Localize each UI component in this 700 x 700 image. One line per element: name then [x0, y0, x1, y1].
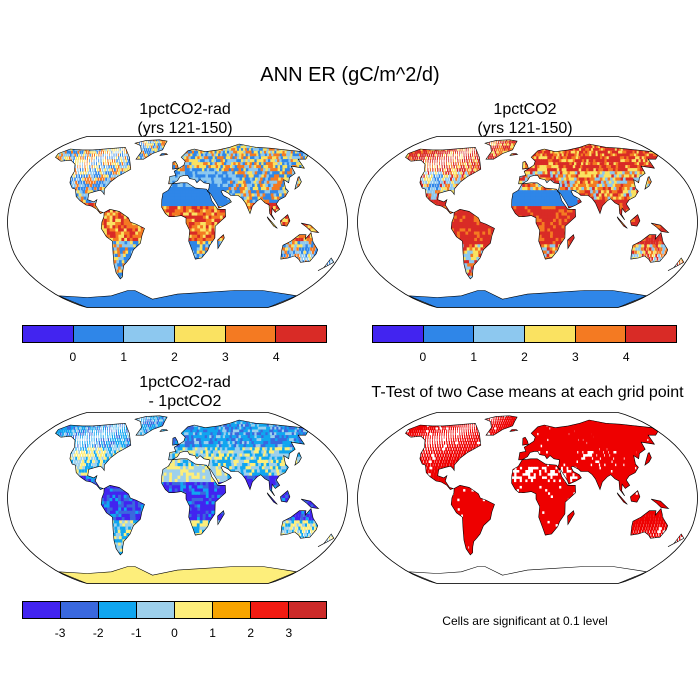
panel-title-line1: 1pctCO2-rad [20, 100, 350, 119]
colorbar-tick-label: 2 [521, 350, 528, 364]
colorbar-tick-label: 4 [623, 350, 630, 364]
colorbar-swatch [289, 602, 326, 618]
colorbar-swatch [626, 326, 677, 342]
colorbar-swatch [225, 326, 277, 342]
colorbar-tick-label: 3 [572, 350, 579, 364]
colorbar-swatch [373, 326, 424, 342]
colorbar-tick-label: -2 [93, 626, 104, 640]
colorbar-swatches [372, 325, 677, 343]
colorbar-swatch [474, 326, 526, 342]
colorbar-swatch [175, 602, 213, 618]
colorbar-swatch [23, 602, 61, 618]
map-1pctco2 [357, 136, 698, 308]
colorbar-swatch [423, 326, 475, 342]
colorbar-tick-label: 3 [222, 350, 229, 364]
colorbar-absolute-2: 0 1 2 3 4 [372, 325, 677, 370]
colorbar-tick-label: 3 [286, 626, 293, 640]
map-difference [7, 412, 348, 584]
map-ttest [357, 412, 698, 584]
colorbar-swatch [175, 326, 226, 342]
colorbar-swatch [137, 602, 175, 618]
panel-title-line1: 1pctCO2-rad [20, 373, 350, 392]
colorbar-tick-label: 4 [273, 350, 280, 364]
colorbar-swatch [575, 326, 627, 342]
panel-title-difference: 1pctCO2-rad - 1pctCO2 [20, 373, 350, 411]
colorbar-tick-label: 1 [470, 350, 477, 364]
colorbar-tick-label: 1 [209, 626, 216, 640]
colorbar-swatch [251, 602, 289, 618]
colorbar-tick-label: 0 [69, 350, 76, 364]
colorbar-swatch [23, 326, 74, 342]
colorbar-swatch [61, 602, 99, 618]
main-title: ANN ER (gC/m^2/d) [0, 64, 700, 87]
colorbar-tick-label: 0 [171, 626, 178, 640]
panel-title-line2: (yrs 121-150) [360, 119, 690, 138]
panel-title-line2: - 1pctCO2 [20, 392, 350, 411]
colorbar-tick-label: -3 [55, 626, 66, 640]
colorbar-swatch [213, 602, 251, 618]
colorbar-tick-label: 2 [171, 350, 178, 364]
colorbar-swatch [124, 326, 176, 342]
panel-title-ttest: T-Test of two Case means at each grid po… [355, 383, 700, 402]
significance-note: Cells are significant at 0.1 level [360, 614, 690, 628]
colorbar-absolute-1: 0 1 2 3 4 [22, 325, 327, 370]
colorbar-tick-label: 1 [120, 350, 127, 364]
colorbar-swatch [276, 326, 327, 342]
colorbar-difference: -3 -2 -1 0 1 2 3 [22, 601, 327, 646]
colorbar-swatch [73, 326, 125, 342]
colorbar-tick-label: 2 [247, 626, 254, 640]
colorbar-swatches [22, 325, 327, 343]
colorbar-tick-label: -1 [131, 626, 142, 640]
colorbar-swatch [99, 602, 137, 618]
colorbar-swatch [525, 326, 576, 342]
colorbar-tick-label: 0 [419, 350, 426, 364]
map-1pctco2-rad [7, 136, 348, 308]
panel-title-line2: (yrs 121-150) [20, 119, 350, 138]
panel-title-1pctco2: 1pctCO2 (yrs 121-150) [360, 100, 690, 138]
colorbar-swatches [22, 601, 327, 619]
panel-title-1pctco2-rad: 1pctCO2-rad (yrs 121-150) [20, 100, 350, 138]
panel-title-line1: 1pctCO2 [360, 100, 690, 119]
